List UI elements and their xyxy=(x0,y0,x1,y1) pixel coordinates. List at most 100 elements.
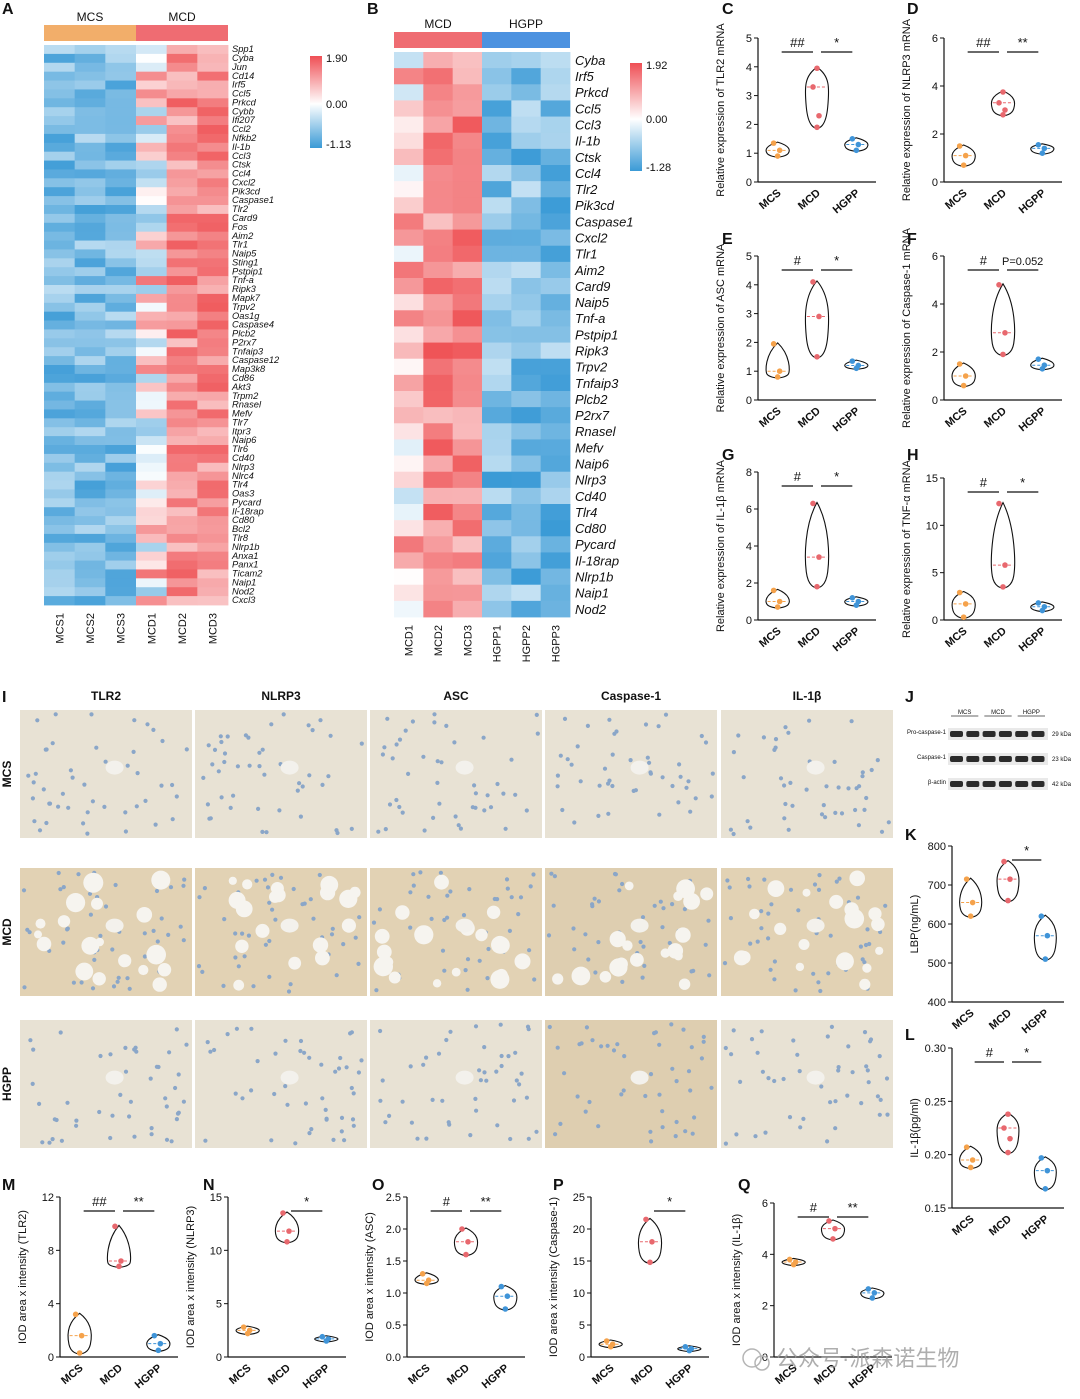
nucleus xyxy=(725,878,730,883)
data-point xyxy=(425,1277,432,1283)
heat-cell xyxy=(394,407,424,424)
nucleus xyxy=(228,805,233,811)
nucleus xyxy=(753,1134,758,1139)
data-point xyxy=(1001,1125,1007,1131)
nucleus xyxy=(342,1138,347,1143)
heat-cell xyxy=(197,409,229,419)
heat-cell xyxy=(197,80,229,90)
heat-cell xyxy=(423,116,454,134)
panel-letter-P: P xyxy=(553,1177,564,1194)
lipid-vacuole xyxy=(255,923,270,938)
nucleus xyxy=(233,955,238,960)
column-label: HGPP2 xyxy=(521,625,533,662)
heat-cell xyxy=(44,231,76,241)
heat-cell xyxy=(511,391,542,408)
heat-cell xyxy=(482,68,512,85)
nucleus xyxy=(108,1052,113,1057)
data-point xyxy=(1002,330,1008,336)
tissue-background xyxy=(370,1020,542,1148)
heat-cell xyxy=(452,100,483,117)
nucleus xyxy=(836,1065,841,1070)
column-label: MCS3 xyxy=(116,613,128,644)
heat-cell xyxy=(197,285,229,295)
nucleus xyxy=(61,885,66,890)
panel-letter-G: G xyxy=(722,447,734,464)
lipid-vacuole xyxy=(871,917,885,932)
nucleus xyxy=(783,801,788,807)
nucleus xyxy=(877,1054,882,1059)
gene-label: Caspase12 xyxy=(232,355,280,365)
data-point xyxy=(960,382,967,389)
heat-cell xyxy=(166,53,198,64)
gene-label: Rnasel xyxy=(232,400,262,410)
nucleus xyxy=(249,1088,254,1093)
heat-cell xyxy=(74,53,106,64)
gene-label: Ccl4 xyxy=(232,169,251,179)
nucleus xyxy=(494,1069,499,1074)
nucleus xyxy=(499,1063,504,1069)
nucleus xyxy=(508,1136,513,1142)
heat-cell xyxy=(74,418,106,428)
nucleus xyxy=(397,737,403,742)
nucleus xyxy=(686,779,691,784)
nucleus xyxy=(736,733,741,738)
ihc-micrograph xyxy=(370,710,542,838)
heat-cell xyxy=(74,285,106,295)
heat-cell xyxy=(452,374,483,392)
data-point xyxy=(849,136,856,142)
x-tick-label: MCD xyxy=(266,1362,293,1387)
gene-label: Pycard xyxy=(232,497,262,507)
heat-cell xyxy=(136,356,168,366)
nucleus xyxy=(319,1062,324,1067)
nucleus xyxy=(142,954,147,959)
heat-cell xyxy=(511,374,542,392)
heat-cell xyxy=(74,320,106,330)
nucleus xyxy=(403,728,408,733)
nucleus xyxy=(477,1068,482,1073)
heat-cell xyxy=(394,584,424,602)
heat-cell xyxy=(105,480,137,490)
heat-cell xyxy=(136,89,168,99)
x-tick-label: MCS xyxy=(943,187,969,212)
nucleus xyxy=(436,1051,442,1056)
nucleus xyxy=(670,1066,675,1071)
nucleus xyxy=(176,1072,181,1077)
heat-cell xyxy=(482,229,512,247)
heat-cell xyxy=(394,116,424,134)
data-point xyxy=(1035,600,1042,606)
heat-cell xyxy=(540,245,571,263)
data-point xyxy=(1041,362,1048,369)
nucleus xyxy=(317,872,322,878)
heat-cell xyxy=(423,310,454,327)
nucleus xyxy=(833,1099,838,1104)
data-point xyxy=(770,587,777,594)
heat-cell xyxy=(197,418,229,428)
significance-label: ** xyxy=(1018,35,1028,50)
nucleus xyxy=(164,1137,170,1142)
heat-cell xyxy=(105,240,137,250)
nucleus xyxy=(89,712,94,717)
nucleus xyxy=(590,1038,595,1043)
nucleus xyxy=(858,944,864,949)
nucleus xyxy=(353,935,358,940)
heat-cell xyxy=(166,560,198,570)
nucleus xyxy=(134,1049,139,1054)
nucleus xyxy=(607,778,612,783)
heat-cell xyxy=(423,148,454,166)
heat-cell xyxy=(105,542,137,553)
heat-cell xyxy=(452,310,483,327)
heat-cell xyxy=(166,356,198,366)
lipid-vacuole xyxy=(228,891,246,909)
lipid-vacuole xyxy=(395,905,410,920)
nucleus xyxy=(755,1050,760,1055)
gene-label: Ripk3 xyxy=(575,343,609,358)
heat-cell xyxy=(44,569,76,579)
nucleus xyxy=(92,957,97,963)
nucleus xyxy=(435,780,440,786)
lipid-vacuole xyxy=(35,918,46,929)
lipid-vacuole xyxy=(75,962,94,981)
heat-cell xyxy=(452,294,483,311)
gene-label: Ifi207 xyxy=(232,115,256,125)
